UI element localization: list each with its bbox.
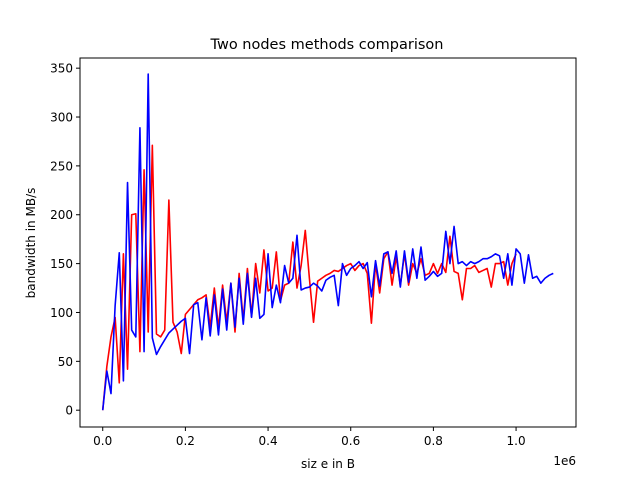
y-tick-label: 250: [50, 159, 73, 173]
x-tick-label: 0.4: [259, 434, 278, 448]
x-axis-label: siz e in B: [301, 457, 355, 471]
x-tick-label: 0.0: [93, 434, 112, 448]
y-tick-label: 0: [65, 404, 73, 418]
series-line-2: [101, 73, 554, 411]
y-tick-label: 350: [50, 62, 73, 76]
x-tick-label: 0.2: [176, 434, 195, 448]
y-tick-label: 50: [58, 355, 73, 369]
y-tick-label: 150: [50, 257, 73, 271]
x-tick-label: 1.0: [507, 434, 526, 448]
y-axis: 0 50 100 150 200 250 300 350: [50, 62, 80, 418]
series-layer: [101, 73, 554, 411]
plot-area: [79, 57, 577, 428]
x-tick-label: 0.8: [424, 434, 443, 448]
x-axis: 0.0 0.2 0.4 0.6 0.8 1.0: [93, 427, 526, 448]
y-tick-label: 300: [50, 111, 73, 125]
chart-title: Two nodes methods comparison: [210, 37, 444, 53]
y-axis-label: bandwidth in MB/s: [24, 188, 38, 299]
x-axis-offset-label: 1e6: [553, 454, 576, 468]
y-tick-label: 200: [50, 208, 73, 222]
x-tick-label: 0.6: [341, 434, 360, 448]
y-tick-label: 100: [50, 306, 73, 320]
series-line-1: [101, 144, 517, 411]
plot-frame: [79, 57, 577, 428]
